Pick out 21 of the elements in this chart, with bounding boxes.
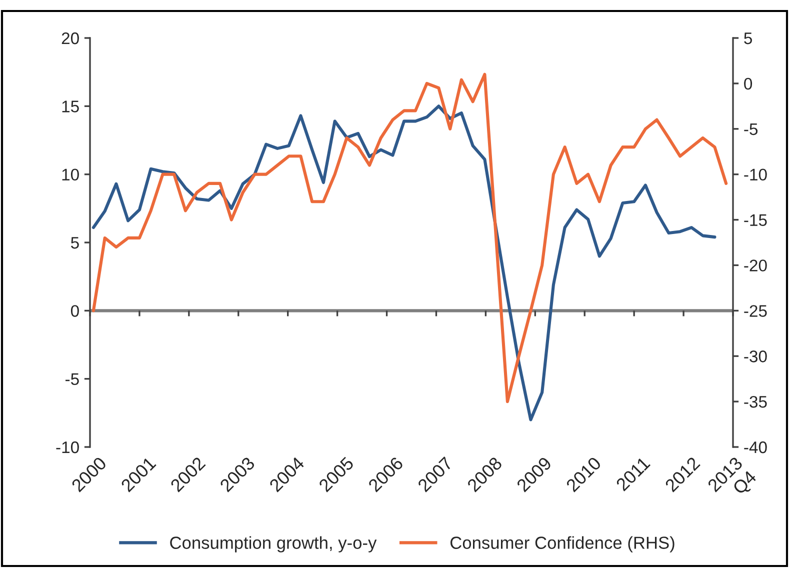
y-tick-label: -5 (66, 373, 79, 386)
y2-tick-label: -40 (744, 441, 767, 454)
y2-tick-label: -10 (744, 168, 767, 181)
y-tick-label: 15 (62, 100, 79, 112)
line-series (92, 104, 716, 422)
y-tick-label: -10 (56, 441, 79, 454)
y-tick-label: 10 (62, 168, 79, 181)
y-tick-label: 20 (62, 32, 79, 44)
line-series (92, 72, 728, 404)
legend-label: Consumption growth, y-o-y (170, 536, 377, 552)
y2-tick-label: -35 (744, 396, 767, 408)
y2-tick-label: -5 (744, 123, 758, 136)
y2-tick-label: -25 (744, 305, 767, 317)
y2-tick-label: 0 (744, 78, 752, 90)
y-tick-label: 5 (70, 237, 79, 249)
y2-tick-label: 5 (744, 32, 752, 44)
y-tick-label: 0 (70, 305, 79, 317)
legend-label: Consumer Confidence (RHS) (450, 536, 674, 552)
y2-tick-label: -30 (744, 350, 767, 362)
y2-tick-label: -20 (744, 260, 767, 272)
y2-tick-label: -15 (744, 214, 767, 226)
